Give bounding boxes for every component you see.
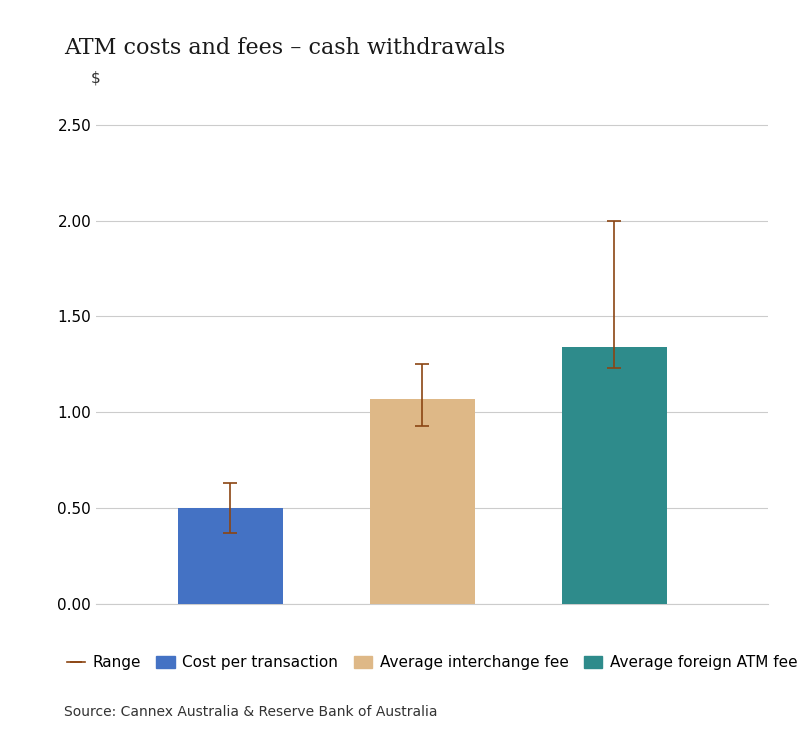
Text: $: $ — [91, 71, 101, 85]
Bar — [370, 399, 475, 604]
Legend: Range, Cost per transaction, Average interchange fee, Average foreign ATM fee: Range, Cost per transaction, Average int… — [59, 648, 800, 678]
Bar — [178, 509, 283, 604]
Text: ATM costs and fees – cash withdrawals: ATM costs and fees – cash withdrawals — [64, 37, 506, 59]
Bar — [562, 347, 667, 604]
Text: Source: Cannex Australia & Reserve Bank of Australia: Source: Cannex Australia & Reserve Bank … — [64, 705, 438, 719]
